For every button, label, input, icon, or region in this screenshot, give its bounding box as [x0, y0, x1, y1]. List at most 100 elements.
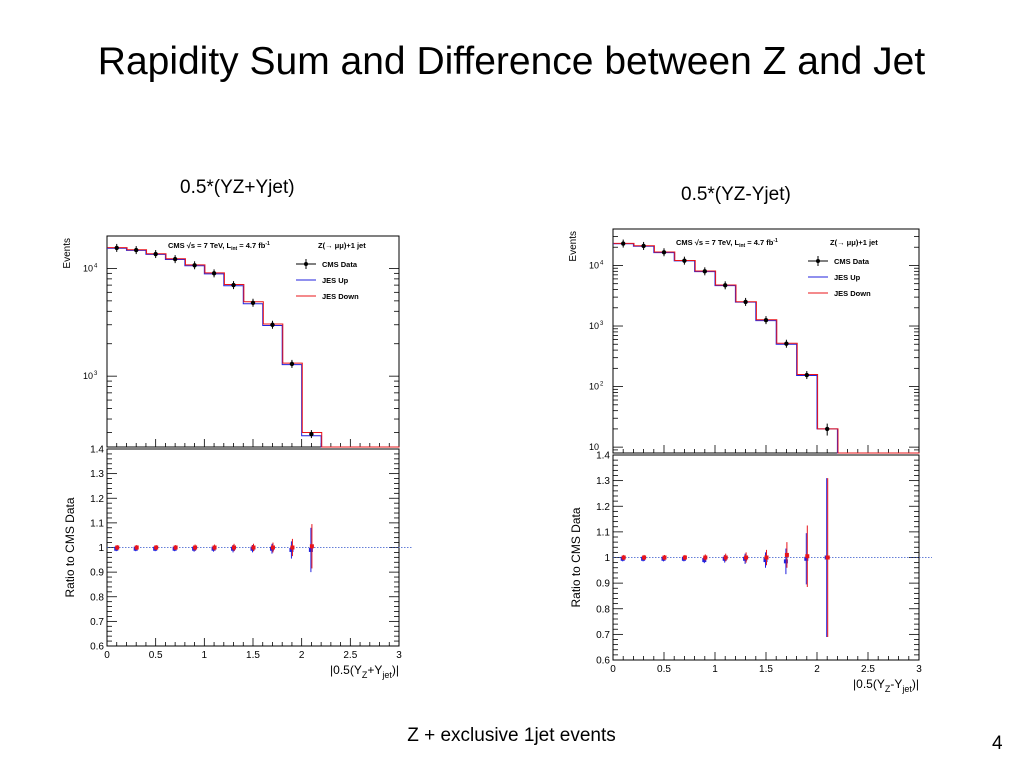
x-axis-label-part: +Y [367, 663, 382, 677]
data-point [270, 322, 275, 327]
y-tick-label-ratio: 1 [98, 543, 104, 554]
data-point [134, 247, 139, 253]
x-tick-label: 1.5 [246, 650, 260, 661]
plot-caption-difference: 0.5*(YZ-Yjet) [681, 184, 791, 205]
jes-up-histogram [107, 247, 399, 448]
data-point [763, 317, 769, 323]
ratio-point [723, 555, 728, 560]
legend-header-subscript: int [739, 243, 745, 249]
x-tick-label: 0 [104, 650, 110, 661]
x-axis-label-part: |0.5(Y [853, 677, 885, 691]
legend-header-subscript: int [231, 246, 237, 252]
legend-entry: JES Up [834, 273, 861, 282]
legend-header: CMS √s = 7 TeV, Lint = 4.7 fb-1 [168, 241, 270, 252]
y-tick-label-base: 10 [83, 263, 93, 273]
ratio-point [642, 555, 647, 560]
legend-entry: JES Down [834, 289, 871, 298]
ratio-point [804, 556, 809, 561]
ratio-point [783, 559, 788, 564]
x-tick-label: 3 [396, 650, 402, 661]
y-tick-label-ratio: 1.2 [90, 494, 104, 505]
x-tick-label: 0.5 [149, 650, 163, 661]
jes-down-histogram [613, 242, 920, 454]
legend-header-part: CMS √s = 7 TeV, L [168, 241, 232, 250]
data-point [289, 361, 295, 367]
ratio-point [702, 558, 707, 563]
legend-entry: JES Down [322, 292, 359, 301]
x-tick-label: 2.5 [343, 650, 357, 661]
x-axis-label-subscript: jet [381, 670, 392, 680]
y-tick-label-exponent: 4 [94, 263, 98, 269]
ratio-point [825, 555, 830, 560]
y-tick-label-ratio: 0.9 [596, 579, 610, 590]
ratio-point [154, 545, 159, 550]
y-tick-label-base: 10 [589, 382, 599, 392]
y-tick-label-ratio: 0.6 [596, 656, 610, 667]
y-tick-label-ratio: 0.6 [90, 642, 104, 653]
data-point [231, 282, 236, 288]
ratio-point [309, 544, 314, 549]
data-point [682, 258, 687, 263]
y-tick-label-ratio: 0.9 [90, 568, 104, 579]
x-axis-label-part: -Y [890, 677, 902, 691]
ratio-point [621, 555, 626, 560]
y-tick-label-top: 10 [589, 321, 599, 331]
y-tick-label-top: 10 [589, 382, 599, 392]
data-point [250, 300, 256, 305]
x-tick-label: 1.5 [759, 664, 773, 675]
y-tick-label-top: 10 [589, 260, 599, 270]
plot-caption-sum: 0.5*(YZ+Yjet) [180, 177, 295, 198]
y-tick-label-exponent: 3 [600, 321, 604, 327]
x-axis-label-part: )| [392, 663, 399, 677]
legend-title: Z(→ μμ)+1 jet [830, 238, 878, 247]
y-tick-label-base: 10 [589, 260, 599, 270]
y-axis-label-events: Events [62, 238, 73, 269]
ratio-point [764, 555, 769, 560]
x-tick-label: 2 [814, 664, 820, 675]
data-point [661, 250, 667, 255]
x-axis-label-part: |0.5(Y [330, 663, 362, 677]
legend-header-exponent: -1 [265, 241, 270, 247]
legend-entry: JES Up [322, 276, 349, 285]
x-axis-label: |0.5(YZ-Yjet)| [853, 677, 919, 694]
x-axis-label-subscript: Z [362, 670, 368, 680]
y-tick-label-ratio: 1.3 [596, 476, 610, 487]
ratio-point [115, 545, 120, 550]
data-point [743, 299, 748, 305]
ratio-point [270, 545, 275, 550]
legend-header: CMS √s = 7 TeV, Lint = 4.7 fb-1 [676, 238, 778, 249]
ratio-point [682, 555, 687, 560]
y-tick-label-exponent: 3 [94, 371, 98, 377]
legend-entry: CMS Data [834, 257, 870, 266]
legend-header-part: = 4.7 fb [237, 241, 266, 250]
y-tick-label-ratio: 1.2 [596, 502, 610, 513]
y-tick-label-ratio: 1.1 [596, 527, 610, 538]
x-tick-label: 0 [610, 664, 616, 675]
ratio-point [805, 554, 810, 559]
y-tick-label-exponent: 4 [600, 260, 604, 266]
ratio-point [763, 558, 768, 563]
data-point [153, 251, 158, 257]
y-tick-label-ratio: 1.3 [90, 469, 104, 480]
x-axis-label: |0.5(YZ+Yjet)| [330, 663, 399, 680]
ratio-point [232, 545, 237, 550]
ratio-point [662, 555, 667, 560]
data-point [192, 263, 197, 268]
legend-swatch-marker [816, 259, 820, 263]
y-axis-label-events: Events [568, 231, 579, 262]
ratio-point [134, 545, 139, 550]
x-tick-label: 3 [916, 664, 922, 675]
ratio-point [703, 555, 708, 560]
y-tick-label-base: 10 [589, 442, 599, 452]
top-pad-frame [612, 228, 920, 454]
x-tick-label: 2.5 [861, 664, 875, 675]
ratio-point [212, 545, 217, 550]
y-tick-label-top: 10 [589, 442, 599, 452]
ratio-point [308, 547, 313, 552]
y-tick-label-base: 10 [589, 321, 599, 331]
data-point [784, 341, 789, 346]
y-tick-label-ratio: 0.7 [90, 617, 104, 628]
slide-title: Rapidity Sum and Difference between Z an… [97, 40, 926, 83]
legend-title: Z(→ μμ)+1 jet [318, 241, 366, 250]
x-tick-label: 1 [202, 650, 208, 661]
